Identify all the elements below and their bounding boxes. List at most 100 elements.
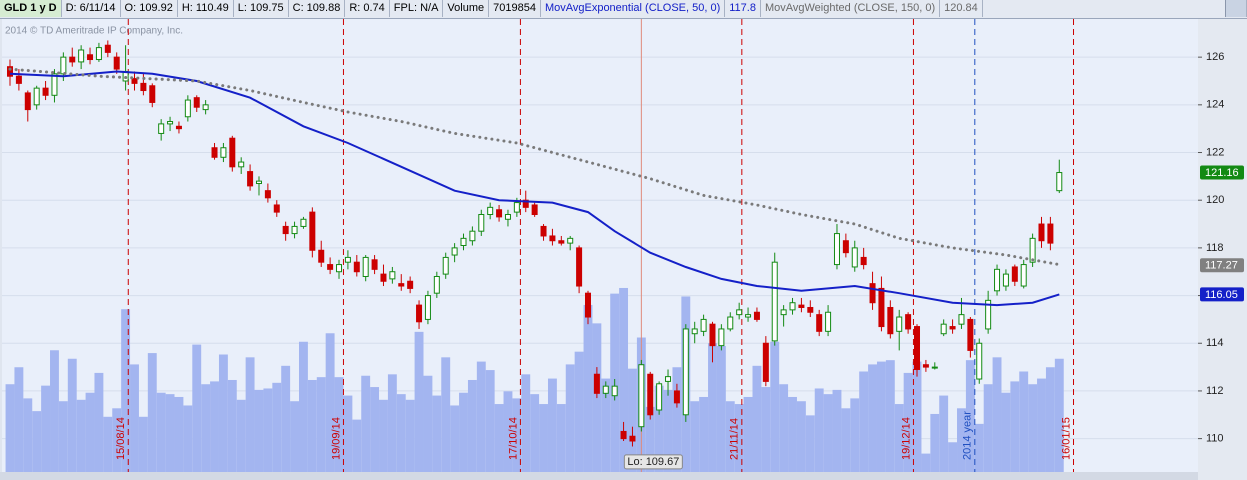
volume-bar [1010,381,1020,472]
volume-bar [708,343,717,472]
volume-bar [734,404,744,472]
volume-bar [556,404,566,472]
candle-body [825,311,832,332]
volume-bar [183,405,193,472]
volume-bar [690,401,700,472]
volume-bar [948,442,958,472]
volume-bar [227,379,237,472]
candle-body [798,304,805,308]
volume-bar [32,411,42,472]
volume-bar [805,415,815,472]
axis-background [1198,19,1247,480]
candle-body [273,204,280,213]
candle-body [282,225,289,235]
volume-bar [423,375,433,472]
volume-bar [823,394,833,472]
candle-body [42,87,49,96]
candle-body [202,104,209,111]
candle-body [247,171,254,187]
candle-body [460,237,467,246]
volume-bar [50,350,59,472]
candle-body [789,302,796,311]
bottom-strip [0,472,1198,480]
field: D: 6/11/14 [62,0,121,17]
volume-bar [67,358,77,472]
low-label: Lo: 109.67 [627,456,679,468]
volume-bar [601,378,611,472]
candle-body [611,385,618,397]
candle-body [175,125,182,130]
volume-bar [263,388,273,472]
candle-body [149,85,156,103]
volume-bar [467,379,477,472]
candle-body [931,366,938,369]
candle-body [469,230,476,242]
volume-bar [174,396,184,472]
candle-body [753,311,760,320]
candle-body [949,326,956,330]
candle-body [905,314,912,330]
candle-body [940,323,947,335]
volume-bar [521,374,531,472]
candle-body [673,390,680,404]
volume-bar [547,378,557,472]
candle-body [87,54,94,61]
volume-bar [645,406,655,472]
candle-body [851,247,858,268]
volume-bar [281,365,291,472]
volume-bar [699,396,709,472]
volume-bar [441,357,451,472]
candle-body [593,373,600,394]
volume-bar [1037,378,1046,472]
candle-body [15,75,22,84]
date-label: 2014 year [962,411,974,460]
volume-bar [85,392,95,472]
volume-bar [743,396,753,472]
candle-body [344,256,351,263]
candle-body [362,256,369,277]
candle-body [638,364,645,428]
volume-bar [894,404,904,472]
volume-bar [103,416,113,472]
volume-bar [165,394,175,472]
candle-body [665,376,672,382]
volume-bar [574,351,584,472]
candle-body [220,147,227,158]
candle-body [416,304,423,323]
date-label: 17/10/14 [507,417,519,460]
candle-body [780,309,787,316]
candle-body [629,435,636,442]
candle-body [540,225,547,237]
volume-bar [370,387,380,472]
volume-bar [450,405,460,472]
volume-bar [796,401,806,472]
y-tick-label: 122 [1206,146,1224,158]
volume-bar [770,341,780,472]
header-bar: GLD 1 y D D: 6/11/14 O: 109.92 H: 110.49… [0,0,1247,19]
candle-body [238,161,245,168]
candle-body [887,306,894,335]
volume-bar [583,304,593,472]
candle-body [1047,223,1054,244]
candle-body [602,385,609,394]
date-label: 19/12/14 [900,417,912,460]
volume-bar [725,401,735,472]
y-tick-label: 114 [1206,337,1224,349]
date-label: 19/09/14 [330,417,342,460]
symbol[interactable]: GLD 1 y D [0,0,62,17]
volume-bar [832,389,842,472]
volume-bar [1019,371,1029,472]
candle-body [318,249,325,263]
field: FPL: N/A [390,0,444,17]
volume-bar [876,361,886,472]
volume-bar [210,381,219,472]
candle-body [576,247,583,287]
field: C: 109.88 [289,0,346,17]
volume-bar [983,384,993,472]
volume-bar [316,377,326,472]
volume-bar [138,416,148,472]
candle-body [531,204,538,216]
candle-body [255,180,262,185]
volume-bar [245,357,255,472]
